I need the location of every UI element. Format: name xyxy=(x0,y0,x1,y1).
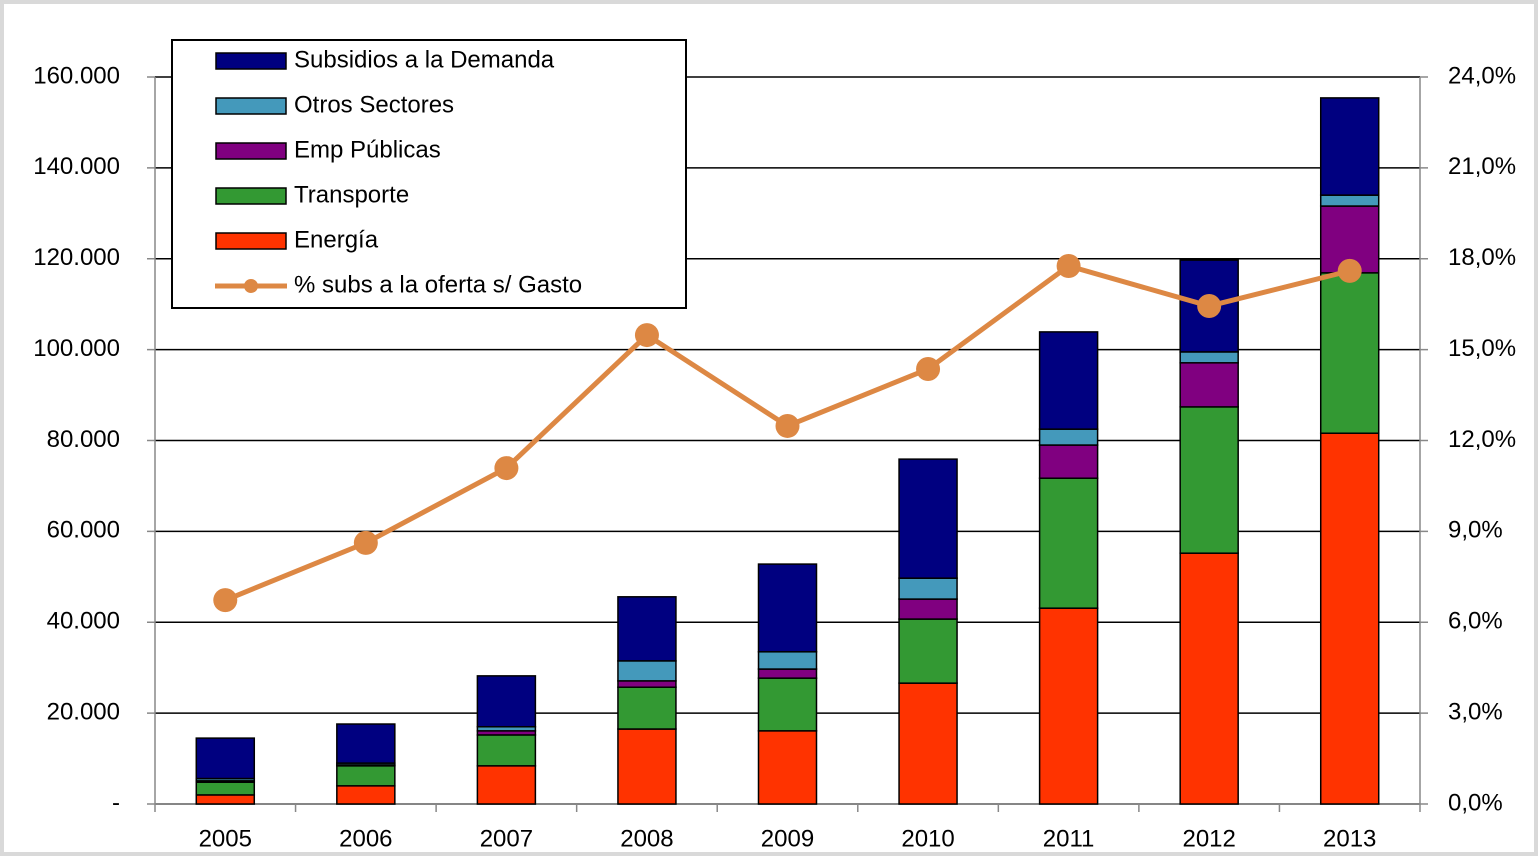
legend-swatch xyxy=(215,187,287,205)
legend-swatch xyxy=(215,142,287,160)
legend-label: Transporte xyxy=(294,181,409,208)
line-marker xyxy=(1337,258,1362,283)
bar-segment xyxy=(476,765,537,805)
bar-segment xyxy=(1179,362,1239,408)
y-tick-label: 20.000 xyxy=(47,698,120,725)
bar-segment xyxy=(757,677,818,732)
line-marker xyxy=(213,588,238,613)
y2-tick-label: 15,0% xyxy=(1448,335,1516,362)
bar-segment xyxy=(1179,406,1239,554)
bar-segment xyxy=(336,723,396,764)
legend-swatch xyxy=(215,232,287,250)
legend: Subsidios a la Demanda Otros Sectores Emp … xyxy=(171,39,687,309)
y-tick-label: 160.000 xyxy=(33,62,120,89)
bar-segment xyxy=(617,680,677,688)
bar-segment xyxy=(1038,428,1099,446)
legend-label: Energía xyxy=(294,226,379,253)
bar-segment xyxy=(1319,432,1380,805)
x-tick-label: 2006 xyxy=(339,825,392,852)
bar-segment xyxy=(1319,272,1380,434)
line-marker xyxy=(634,323,659,348)
line-marker xyxy=(916,357,941,382)
bar-segment xyxy=(617,660,677,682)
legend-box xyxy=(171,39,687,309)
bar-segment xyxy=(476,734,537,767)
y2-tick-label: 24,0% xyxy=(1448,62,1516,89)
bar-segment xyxy=(336,785,396,805)
line-marker xyxy=(494,456,519,481)
x-tick-label: 2009 xyxy=(761,825,814,852)
bar-segment xyxy=(898,618,958,684)
bar-segment xyxy=(195,737,256,780)
bar-segment xyxy=(898,682,958,805)
y2-tick-label: 6,0% xyxy=(1448,608,1503,635)
y-tick-label: 100.000 xyxy=(33,335,120,362)
y-tick-label: 120.000 xyxy=(33,244,120,271)
y2-tick-label: 0,0% xyxy=(1448,789,1503,816)
bar-segment xyxy=(476,675,537,728)
y2-tick-label: 18,0% xyxy=(1448,244,1516,271)
x-tick-label: 2010 xyxy=(901,825,954,852)
y2-tick-label: 12,0% xyxy=(1448,426,1516,453)
x-tick-label: 2013 xyxy=(1323,825,1376,852)
line-marker xyxy=(775,413,800,438)
bar-segment xyxy=(617,686,677,730)
y2-tick-label: 3,0% xyxy=(1448,698,1503,725)
y-tick-label: 80.000 xyxy=(47,426,120,453)
bar-segment xyxy=(1179,351,1239,364)
line-marker xyxy=(1197,294,1222,319)
bar-segment xyxy=(757,668,818,679)
x-tick-label: 2005 xyxy=(199,825,252,852)
y-tick-label: 40.000 xyxy=(47,608,120,635)
y-tick-label: 140.000 xyxy=(33,153,120,180)
bar-segment xyxy=(195,794,256,805)
legend-swatch xyxy=(215,52,287,70)
legend-label: Subsidios a la Demanda xyxy=(294,46,555,73)
legend-marker xyxy=(244,279,258,293)
bar-segment xyxy=(1179,552,1239,805)
x-tick-label: 2012 xyxy=(1182,825,1235,852)
y2-tick-label: 9,0% xyxy=(1448,517,1503,544)
bar-segment xyxy=(757,563,818,653)
y2-tick-label: 21,0% xyxy=(1448,153,1516,180)
line-marker xyxy=(1056,254,1081,279)
bar-segment xyxy=(617,596,677,662)
bar-segment xyxy=(1038,607,1099,805)
bar-segment xyxy=(1038,331,1099,430)
bar-segment xyxy=(1319,194,1380,207)
y-tick-label: 60.000 xyxy=(47,517,120,544)
legend-label: % subs a la oferta s/ Gasto xyxy=(294,271,582,298)
bar-segment xyxy=(898,598,958,620)
bar-segment xyxy=(1038,444,1099,479)
x-tick-label: 2007 xyxy=(480,825,533,852)
bar-segment xyxy=(1319,97,1380,196)
legend-swatch xyxy=(215,97,287,115)
x-tick-label: 2008 xyxy=(620,825,673,852)
x-tick-label: 2011 xyxy=(1043,825,1095,852)
bar-segment xyxy=(757,651,818,670)
bar-segment xyxy=(617,728,677,805)
bar-segment xyxy=(898,458,958,579)
bar-segment xyxy=(195,781,256,796)
bar-segment xyxy=(1038,477,1099,609)
bar-segment xyxy=(757,730,818,805)
line-marker xyxy=(353,530,378,555)
legend-label: Emp Públicas xyxy=(294,136,441,163)
legend-label: Otros Sectores xyxy=(294,91,454,118)
bar-segment xyxy=(898,577,958,600)
y-tick-label: - xyxy=(112,789,120,816)
bar-segment xyxy=(336,765,396,787)
